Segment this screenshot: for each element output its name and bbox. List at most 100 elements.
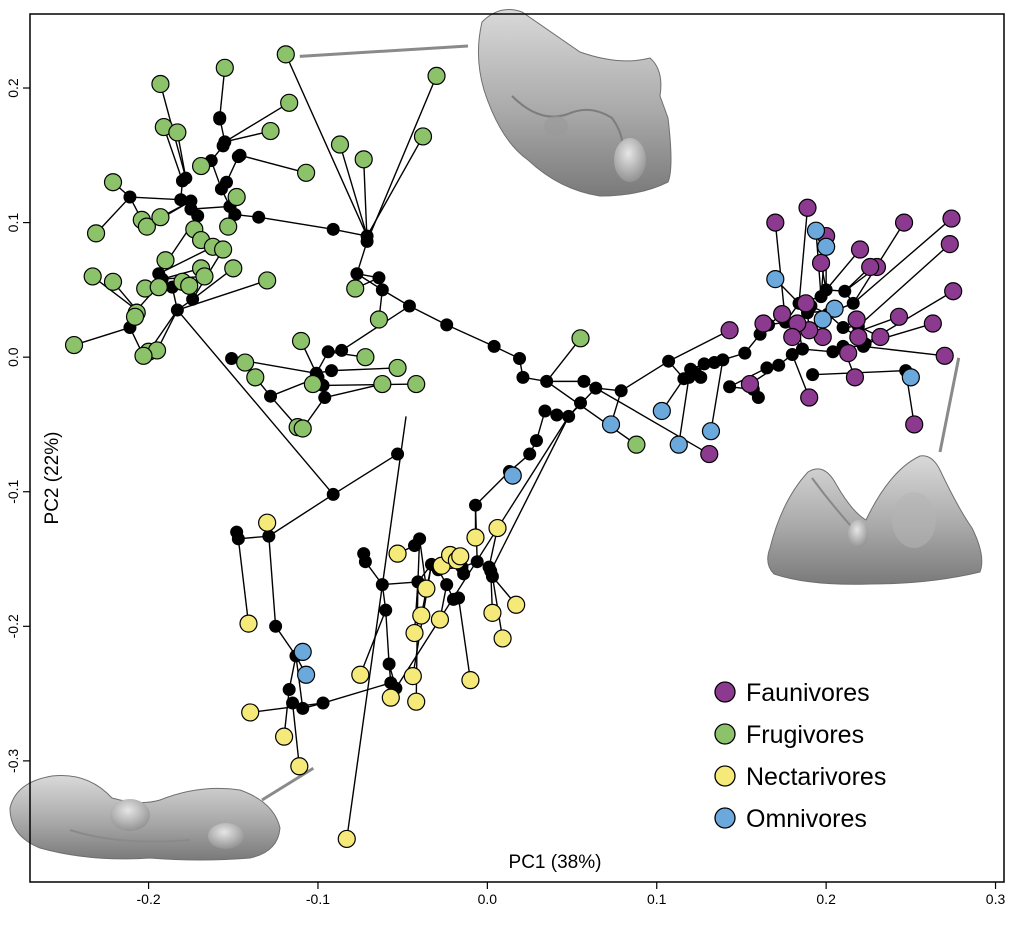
ancestral-node: [468, 498, 482, 512]
x-tick-label: 0.1: [647, 891, 667, 907]
ancestral-node: [772, 358, 786, 372]
point-frugivores: [276, 45, 295, 64]
tree-edge: [176, 309, 334, 495]
point-frugivores: [86, 224, 106, 243]
nectarivore-tooth-render: [9, 774, 281, 861]
point-frugivores: [156, 251, 175, 270]
point-nectarivores: [337, 829, 356, 849]
ancestral-node: [795, 342, 809, 356]
ancestral-node: [264, 389, 278, 403]
ancestral-node: [836, 321, 850, 335]
ancestral-node: [402, 299, 416, 313]
tree-edge: [258, 216, 334, 231]
legend: Faunivores Frugivores Nectarivores Omnivore…: [714, 679, 886, 833]
tree-edge: [190, 205, 230, 210]
point-frugivores: [413, 127, 433, 146]
point-frugivores: [354, 150, 373, 169]
x-tick-label: 0.0: [478, 891, 498, 907]
ancestral-node: [538, 404, 552, 418]
point-omnivores: [652, 401, 671, 421]
x-tick-label: 0.2: [816, 891, 836, 907]
point-omnivores: [293, 642, 312, 661]
tree-edge: [546, 380, 637, 446]
point-frugivores: [125, 307, 145, 326]
point-faunivores: [839, 344, 858, 363]
ancestral-node: [296, 701, 310, 715]
ancestral-node: [252, 210, 266, 224]
tree-edge: [595, 387, 710, 455]
ancestral-node: [184, 194, 198, 208]
tree-edge: [224, 102, 290, 143]
ancestral-node: [529, 434, 543, 448]
ancestral-node: [318, 391, 332, 405]
point-frugivores: [388, 358, 407, 378]
tree-edge: [857, 243, 951, 327]
y-tick-label: 0.2: [5, 78, 21, 98]
x-axis-title: PC1 (38%): [509, 852, 602, 873]
y-tick-label: -0.1: [5, 479, 21, 503]
ancestral-node: [440, 318, 454, 332]
tree-edge: [395, 415, 570, 689]
tree-edge: [366, 136, 424, 237]
point-omnivores: [825, 299, 844, 318]
point-frugivores: [149, 278, 168, 297]
point-faunivores: [847, 310, 866, 329]
y-tick-label: -0.3: [5, 749, 21, 773]
point-nectarivores: [258, 513, 277, 532]
point-nectarivores: [290, 757, 309, 776]
legend-marker-omnivores: [714, 807, 736, 829]
point-frugivores: [571, 329, 590, 348]
tree-edge: [475, 471, 510, 506]
x-tick-label: -0.2: [137, 891, 161, 907]
point-nectarivores: [381, 688, 400, 707]
point-frugivores: [280, 93, 299, 112]
tree-edge: [295, 655, 304, 709]
point-frugivores: [151, 208, 170, 227]
ancestral-node: [379, 603, 393, 617]
tree-edge: [346, 416, 407, 840]
point-frugivores: [214, 240, 233, 259]
tree-edge: [678, 377, 690, 445]
tree-edge: [457, 597, 472, 681]
ancestral-node: [218, 135, 232, 149]
tree-edge: [385, 610, 390, 665]
ancestral-node: [523, 447, 537, 461]
ancestral-node: [826, 345, 840, 359]
ancestral-node: [723, 380, 737, 394]
point-omnivores: [297, 665, 316, 684]
tree-edge: [92, 275, 138, 311]
ancestral-node: [384, 676, 398, 690]
tree-edge: [546, 337, 582, 382]
point-faunivores: [811, 253, 831, 273]
point-faunivores: [845, 368, 865, 387]
tree-edge: [323, 383, 417, 387]
point-faunivores: [889, 307, 909, 326]
ancestral-node: [174, 193, 188, 207]
ancestral-node: [382, 657, 396, 671]
tree-edge: [710, 359, 724, 432]
ancestral-node: [819, 283, 833, 297]
legend-marker-faunivores: [714, 681, 736, 703]
point-nectarivores: [488, 518, 507, 538]
point-frugivores: [297, 163, 316, 182]
ancestral-node: [375, 578, 389, 592]
point-faunivores: [796, 294, 815, 313]
point-frugivores: [215, 58, 234, 77]
ancestral-node: [614, 384, 628, 398]
point-faunivores: [754, 314, 773, 333]
point-omnivores: [901, 368, 920, 387]
point-frugivores: [64, 335, 84, 355]
ancestral-node: [335, 343, 349, 357]
point-nectarivores: [412, 606, 431, 625]
point-frugivores: [168, 123, 187, 142]
legend-marker-nectarivores: [714, 765, 736, 787]
ancestral-node: [360, 229, 374, 243]
point-frugivores: [103, 272, 123, 291]
point-frugivores: [224, 259, 243, 278]
ancestral-node: [391, 447, 405, 461]
tree-edge: [446, 324, 495, 348]
tree-edge: [852, 218, 952, 304]
ancestral-node: [213, 112, 227, 126]
callout-line: [938, 357, 961, 453]
